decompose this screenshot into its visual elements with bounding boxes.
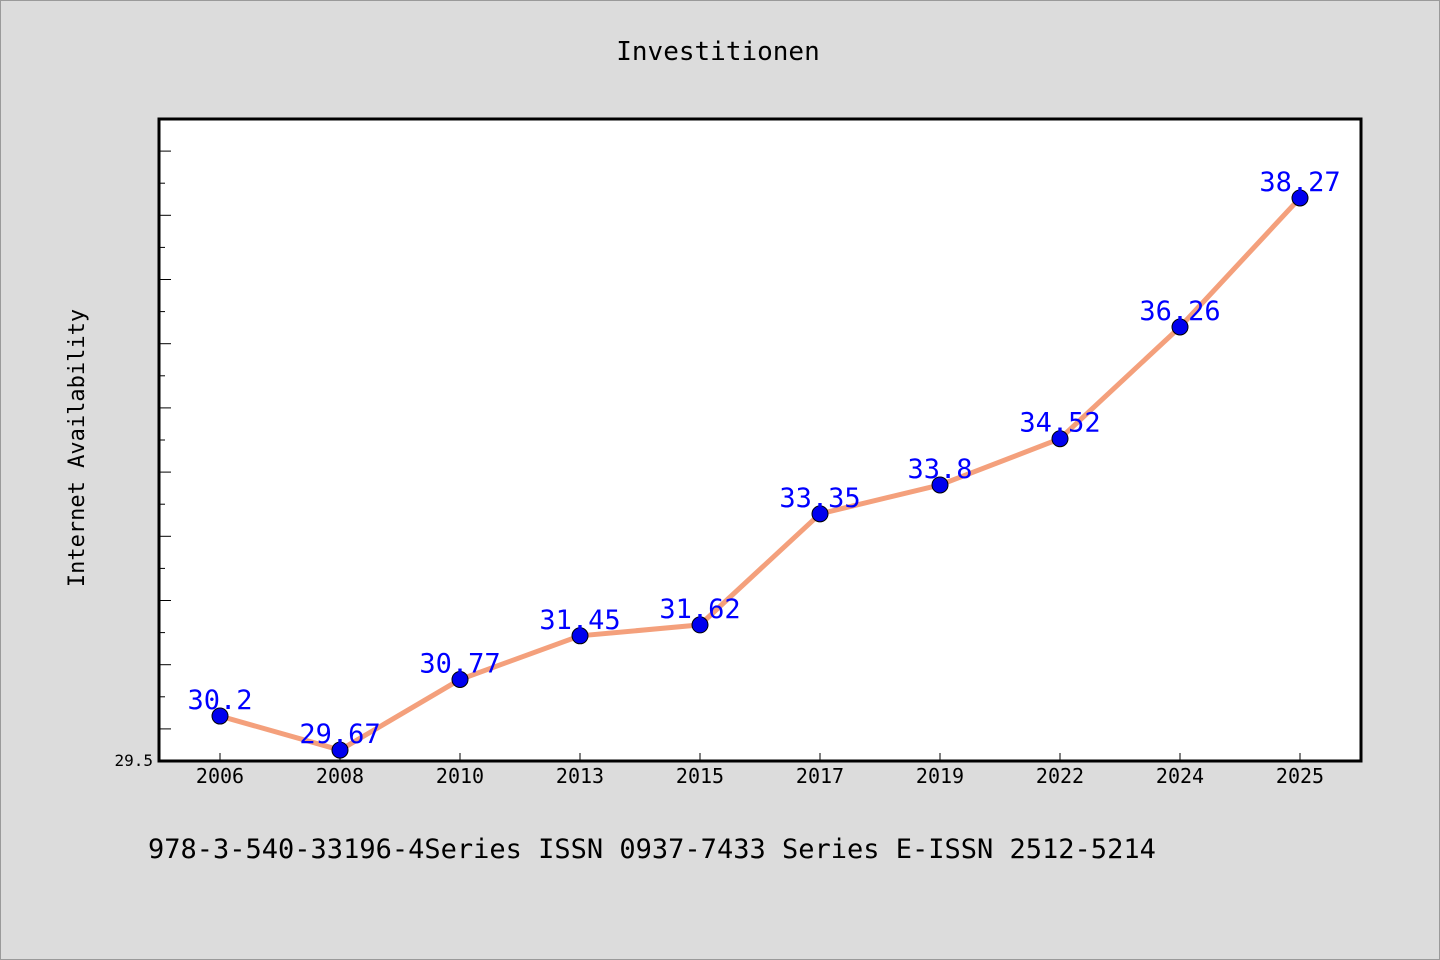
data-point (1171, 318, 1189, 336)
x-axis-ticks: 2006 2008 2010 2013 2015 2017 2019 2022 2024 2025 (196, 753, 1324, 788)
data-label: 38.27 (1259, 167, 1340, 198)
x-tick-label: 2013 (556, 764, 604, 788)
data-point (331, 741, 349, 759)
x-tick-label: 2010 (436, 764, 484, 788)
isbn-issn-caption: 978-3-540-33196-4Series ISSN 0937-7433 S… (148, 834, 1156, 865)
data-point (1051, 430, 1069, 448)
data-label: 30.77 (419, 648, 500, 679)
x-tick-label: 2017 (796, 764, 844, 788)
data-point (811, 505, 829, 523)
y-axis-ticks: 29.5 (114, 150, 171, 770)
data-labels: 30.2 29.67 30.77 31.45 31.62 33.35 33.8 34.52 36… (187, 167, 1340, 750)
x-tick-label: 2015 (676, 764, 724, 788)
x-tick-label: 2019 (916, 764, 964, 788)
plot-area (157, 117, 1363, 763)
data-label: 36.26 (1139, 296, 1220, 327)
data-label: 31.62 (659, 594, 740, 625)
data-label: 33.35 (779, 483, 860, 514)
x-tick-label: 2022 (1036, 764, 1084, 788)
y-axis-label: Internet Availability (65, 309, 90, 587)
x-tick-label: 2024 (1156, 764, 1204, 788)
data-point (931, 476, 949, 494)
series-line-group (217, 195, 1303, 753)
chart-title: Investitionen (616, 37, 820, 67)
y-tick-label: 29.5 (114, 751, 153, 770)
data-point (1291, 189, 1309, 207)
data-label: 31.45 (539, 605, 620, 636)
data-point (571, 627, 589, 645)
series-markers (211, 189, 1309, 759)
data-label: 33.8 (907, 454, 972, 485)
x-tick-label: 2008 (316, 764, 364, 788)
data-point (691, 616, 709, 634)
x-tick-label: 2006 (196, 764, 244, 788)
data-point (211, 707, 229, 725)
data-label: 29.67 (299, 719, 380, 750)
data-point (451, 670, 469, 688)
x-tick-label: 2025 (1276, 764, 1324, 788)
data-label: 30.2 (187, 685, 252, 716)
data-label: 34.52 (1019, 408, 1100, 439)
series-line (217, 195, 1303, 753)
